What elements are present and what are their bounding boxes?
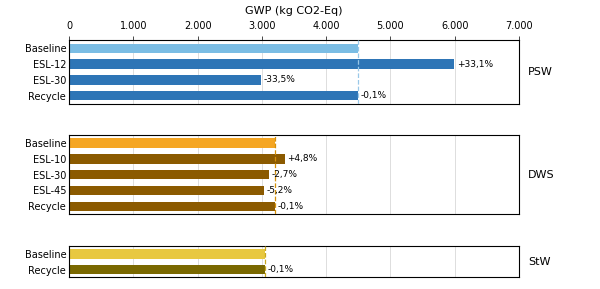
Text: +33,1%: +33,1%	[457, 60, 493, 68]
Bar	[69, 154, 284, 164]
Bar	[69, 201, 275, 211]
Text: -33,5%: -33,5%	[264, 75, 296, 84]
Bar	[69, 44, 358, 53]
X-axis label: GWP (kg CO2-Eq): GWP (kg CO2-Eq)	[245, 6, 343, 16]
Text: StW: StW	[528, 257, 551, 267]
Bar	[69, 265, 265, 274]
Bar	[69, 186, 264, 195]
Text: +4,8%: +4,8%	[287, 154, 317, 164]
Text: -0,1%: -0,1%	[268, 265, 293, 274]
Text: -2,7%: -2,7%	[272, 170, 298, 179]
Bar	[69, 249, 265, 259]
Bar	[69, 138, 275, 148]
Text: -5,2%: -5,2%	[266, 186, 293, 195]
Bar	[69, 91, 358, 100]
Text: -0,1%: -0,1%	[361, 91, 387, 100]
Text: PSW: PSW	[528, 67, 553, 77]
Text: DWS: DWS	[528, 170, 554, 180]
Bar	[69, 75, 262, 85]
Bar	[69, 170, 269, 179]
Text: -0,1%: -0,1%	[277, 202, 303, 211]
Bar	[69, 59, 454, 69]
